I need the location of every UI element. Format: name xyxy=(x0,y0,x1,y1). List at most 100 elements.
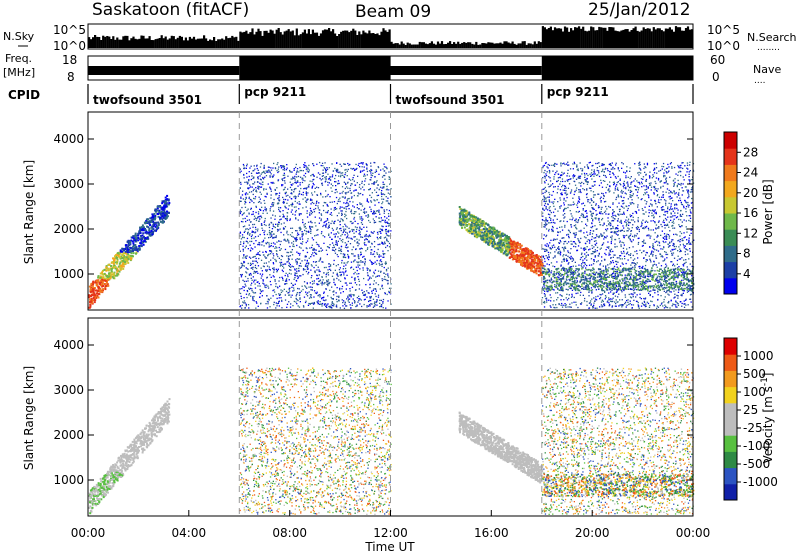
echo-mark xyxy=(578,196,580,198)
echo-mark xyxy=(642,241,645,243)
echo-mark xyxy=(329,305,331,307)
echo-mark xyxy=(306,283,308,285)
echo-mark xyxy=(663,219,665,221)
echo-mark xyxy=(544,250,546,252)
noise-bar xyxy=(566,27,569,48)
echo-mark xyxy=(681,305,683,307)
echo-mark xyxy=(585,210,587,213)
echo-mark xyxy=(581,170,583,172)
echo-mark xyxy=(283,174,286,176)
echo-mark xyxy=(614,243,616,245)
echo-mark xyxy=(250,235,253,238)
echo-mark xyxy=(580,182,582,185)
echo-mark xyxy=(323,292,325,294)
echo-mark xyxy=(674,181,676,184)
echo-mark xyxy=(572,168,574,170)
echo-mark xyxy=(259,292,261,295)
echo-mark xyxy=(364,180,366,182)
echo-mark xyxy=(554,266,556,268)
echo-mark xyxy=(380,259,382,261)
echo-mark xyxy=(647,187,649,189)
echo-mark xyxy=(666,273,668,275)
echo-mark xyxy=(336,272,338,274)
echo-mark xyxy=(357,223,359,225)
echo-mark xyxy=(361,205,364,207)
echo-mark xyxy=(300,227,302,230)
echo-mark xyxy=(544,222,547,224)
noise-bar xyxy=(568,31,571,48)
echo-mark xyxy=(658,170,660,172)
echo-mark xyxy=(291,202,294,204)
echo-mark xyxy=(336,254,338,256)
echo-mark xyxy=(310,264,313,266)
echo-mark xyxy=(365,163,368,166)
echo-mark xyxy=(548,264,550,266)
echo-mark xyxy=(253,165,255,167)
echo-mark xyxy=(676,306,678,308)
echo-mark xyxy=(245,228,247,230)
echo-mark xyxy=(361,219,363,222)
echo-mark xyxy=(656,307,658,309)
echo-mark xyxy=(558,252,560,255)
echo-mark xyxy=(682,162,684,164)
echo-mark xyxy=(240,276,243,278)
echo-mark xyxy=(257,187,259,189)
echo-mark xyxy=(246,181,248,183)
echo-mark xyxy=(299,238,301,240)
echo-mark xyxy=(582,255,584,258)
echo-mark xyxy=(287,240,289,242)
echo-mark xyxy=(307,262,309,264)
echo-mark xyxy=(373,253,375,255)
echo-mark xyxy=(318,202,320,204)
echo-mark xyxy=(637,206,639,208)
echo-mark xyxy=(306,260,308,262)
echo-mark xyxy=(591,165,593,167)
echo-mark xyxy=(559,250,561,252)
echo-mark xyxy=(689,250,691,252)
noise-bar xyxy=(172,36,175,48)
echo-mark xyxy=(315,234,317,236)
echo-mark xyxy=(572,258,574,260)
echo-mark xyxy=(331,174,334,176)
echo-mark xyxy=(335,265,337,267)
echo-mark xyxy=(381,176,384,178)
echo-mark xyxy=(390,188,392,190)
echo-mark xyxy=(573,225,575,227)
echo-mark xyxy=(569,257,572,259)
echo-mark xyxy=(623,196,625,199)
echo-mark xyxy=(681,293,683,295)
echo-mark xyxy=(329,306,331,309)
echo-mark xyxy=(573,301,575,303)
echo-mark xyxy=(648,212,650,214)
echo-mark xyxy=(313,290,316,292)
echo-mark xyxy=(347,205,349,207)
echo-mark xyxy=(546,256,549,258)
echo-mark xyxy=(332,247,334,249)
echo-mark xyxy=(689,220,692,222)
echo-mark xyxy=(677,297,679,299)
echo-mark xyxy=(288,264,290,267)
echo-mark xyxy=(279,285,281,287)
echo-mark xyxy=(567,179,570,181)
echo-mark xyxy=(348,301,350,303)
echo-mark xyxy=(385,166,387,168)
echo-mark xyxy=(689,298,691,300)
echo-mark xyxy=(298,213,300,215)
echo-mark xyxy=(663,182,665,184)
echo-mark xyxy=(388,215,390,217)
echo-mark xyxy=(276,187,278,189)
echo-mark xyxy=(333,222,335,225)
echo-mark xyxy=(381,187,383,189)
echo-mark xyxy=(328,283,330,285)
echo-mark xyxy=(381,279,384,282)
echo-mark xyxy=(252,268,254,270)
echo-mark xyxy=(667,246,670,248)
echo-mark xyxy=(572,204,574,206)
noise-bar xyxy=(219,39,222,48)
echo-mark xyxy=(239,209,241,211)
echo-mark xyxy=(286,232,288,234)
echo-mark xyxy=(380,206,382,208)
echo-mark xyxy=(388,171,390,173)
noise-bar xyxy=(323,29,327,48)
echo-mark xyxy=(303,224,305,226)
